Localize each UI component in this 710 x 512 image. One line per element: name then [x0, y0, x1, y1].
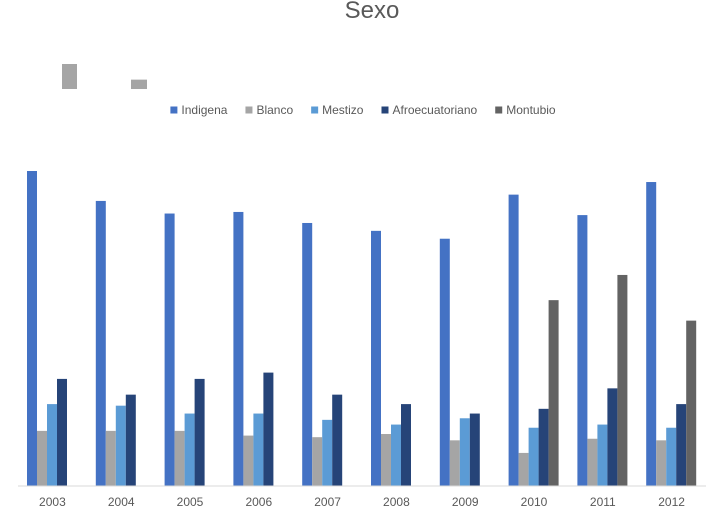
- legend-label-montubio: Montubio: [506, 103, 556, 117]
- bar-blanco-2005: [174, 430, 185, 487]
- legend-swatch-blanco: [245, 106, 253, 114]
- bar-indigena-2011: [577, 215, 588, 486]
- x-tick-label-2006: 2006: [245, 495, 272, 509]
- bar-afroecuatoriano-2003: [57, 378, 67, 486]
- x-tick-label-2005: 2005: [177, 495, 204, 509]
- bar-afroecuatoriano-2012: [676, 404, 687, 486]
- bar-indigena-2004: [95, 200, 106, 486]
- bar-montubio-2012: [686, 320, 697, 487]
- legend-label-blanco: Blanco: [256, 103, 293, 117]
- legend-swatch-afroecuatoriano: [381, 106, 389, 114]
- bar-indigena-2007: [302, 222, 313, 487]
- bar-blanco-2012: [656, 440, 667, 486]
- bar-mestizo-2003: [47, 404, 57, 486]
- bar-blanco-2007: [312, 437, 323, 486]
- bar-blanco-2010: [518, 452, 529, 486]
- bar-indigena-2010: [508, 194, 519, 487]
- plot-area: [27, 171, 697, 487]
- legend: Indigena Blanco Mestizo Afroecuatoriano Mont…: [170, 103, 556, 117]
- bar-mestizo-2012: [666, 427, 677, 486]
- bar-mestizo-2008: [391, 424, 401, 486]
- bar-blanco-2004: [105, 430, 116, 487]
- x-tick-label-2004: 2004: [108, 495, 135, 509]
- legend-label-indigena: Indigena: [181, 103, 227, 117]
- bar-indigena-2003: [27, 171, 37, 486]
- bar-afroecuatoriano-2006: [263, 372, 274, 486]
- bar-afroecuatoriano-2007: [332, 394, 343, 486]
- bar-afroecuatoriano-2008: [401, 404, 411, 486]
- bar-mestizo-2011: [597, 424, 608, 486]
- x-tick-label-2010: 2010: [521, 495, 548, 509]
- bar-indigena-2009: [439, 238, 450, 486]
- bar-blanco-2011: [587, 438, 598, 486]
- x-tick-label-2009: 2009: [452, 495, 479, 509]
- x-tick-label-2003: 2003: [39, 495, 66, 509]
- x-tick-label-2008: 2008: [383, 495, 410, 509]
- bar-montubio-2011: [617, 274, 628, 486]
- bar-afroecuatoriano-2004: [125, 394, 136, 486]
- bar-afroecuatoriano-2011: [607, 388, 618, 486]
- bar-indigena-2006: [233, 211, 244, 486]
- legend-swatch-indigena: [170, 106, 178, 114]
- bar-blanco-2008: [381, 434, 391, 486]
- bar-afroecuatoriano-2005: [194, 378, 205, 486]
- bar-afroecuatoriano-2009: [469, 413, 480, 486]
- x-tick-label-2011: 2011: [590, 495, 616, 509]
- bar-mestizo-2006: [253, 413, 264, 486]
- bar-indigena-2008: [371, 230, 381, 486]
- x-axis-ticks: 2003 2004 2005 2006 2007 2008 2009 2010 2011 2012: [39, 495, 685, 509]
- legend-label-mestizo: Mestizo: [322, 103, 364, 117]
- legend-swatch-mestizo: [311, 106, 319, 114]
- legend-swatch-montubio: [495, 106, 503, 114]
- bar-mestizo-2004: [115, 405, 126, 487]
- bar-blanco-2009: [449, 440, 460, 486]
- decor-bar-2: [131, 79, 147, 90]
- chart-title: Sexo: [345, 0, 400, 24]
- bar-blanco-2006: [243, 435, 254, 486]
- bar-mestizo-2005: [184, 413, 195, 486]
- bar-mestizo-2010: [528, 427, 539, 486]
- bar-afroecuatoriano-2010: [538, 408, 549, 486]
- decor-layer: [62, 64, 147, 90]
- bar-blanco-2003: [37, 430, 47, 487]
- x-tick-label-2012: 2012: [658, 495, 685, 509]
- legend-label-afroecuatoriano: Afroecuatoriano: [392, 103, 477, 117]
- decor-bar-1: [62, 64, 77, 89]
- bar-mestizo-2009: [459, 418, 470, 486]
- bar-indigena-2012: [646, 182, 657, 486]
- x-tick-label-2007: 2007: [314, 495, 341, 509]
- bar-montubio-2010: [548, 300, 559, 486]
- bar-indigena-2005: [164, 213, 175, 486]
- bar-mestizo-2007: [322, 419, 333, 486]
